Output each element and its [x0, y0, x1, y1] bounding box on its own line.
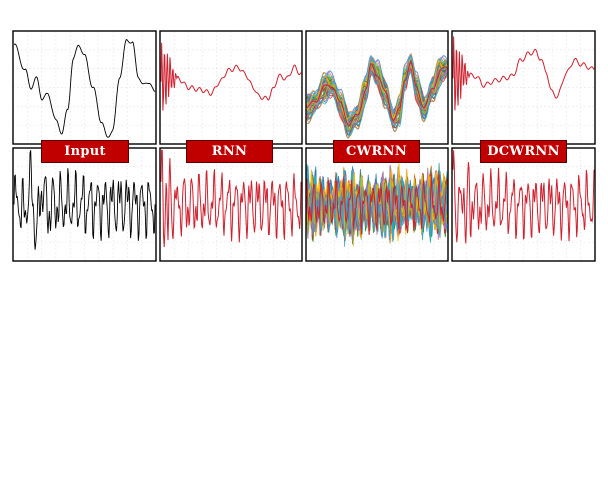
rnn-low-trace [160, 42, 302, 111]
cwrnn-low-traces [306, 53, 448, 139]
label-dcwrnn: DCWRNN [480, 140, 567, 163]
rnn-high-trace [160, 149, 302, 248]
panel-dcwrnn-high [451, 147, 596, 262]
label-rnn: RNN [186, 140, 273, 163]
cwrnn-low-red-trace [306, 61, 448, 126]
dcwrnn-high-trace [452, 150, 595, 244]
input-low-trace [13, 39, 156, 138]
signal-comparison-figure [12, 30, 596, 262]
panel-cwrnn-high [305, 147, 449, 262]
panel-rnn-high [159, 147, 303, 262]
cwrnn-low-trace [306, 56, 448, 120]
panel-input-low [12, 30, 157, 145]
dcwrnn-low-trace [452, 36, 595, 111]
panel-input-high [12, 147, 157, 262]
panel-rnn-low [159, 30, 303, 145]
cwrnn-low-trace [306, 71, 448, 137]
cwrnn-low-trace [306, 64, 448, 131]
input-high-trace [13, 150, 156, 250]
cwrnn-high-red-trace [306, 174, 448, 235]
cwrnn-low-trace [306, 55, 448, 116]
panel-cwrnn-low [305, 30, 449, 145]
cwrnn-low-trace [306, 68, 448, 128]
cwrnn-high-trace [306, 181, 448, 247]
panel-dcwrnn-low [451, 30, 596, 145]
label-input: Input [41, 140, 129, 163]
label-cwrnn: CWRNN [333, 140, 420, 163]
cwrnn-low-trace [306, 55, 448, 123]
grid-dcwrnn-low [452, 31, 595, 144]
cwrnn-high-traces [306, 162, 448, 247]
